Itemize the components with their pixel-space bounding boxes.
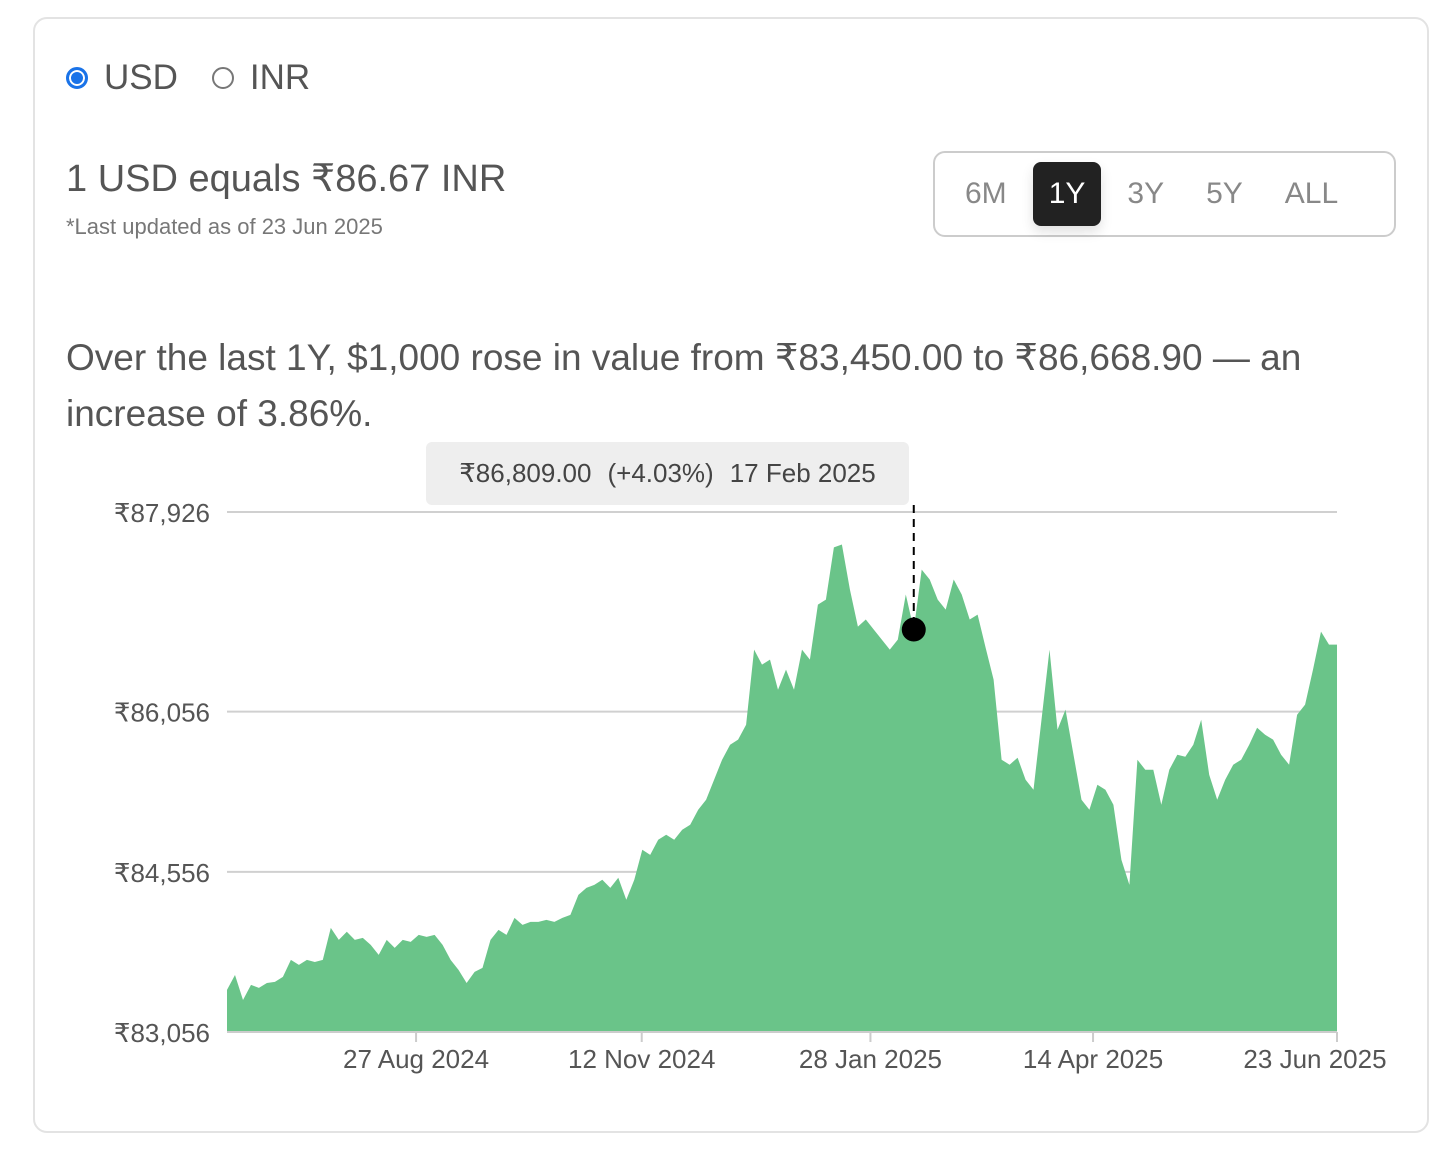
exchange-rate: 1 USD equals ₹86.67 INR (66, 158, 507, 200)
currency-toggle: USD INR (66, 58, 344, 98)
x-tick-label: 28 Jan 2025 (799, 1044, 942, 1074)
y-tick-label: ₹86,056 (114, 698, 210, 728)
area-series (227, 544, 1337, 1032)
hover-point (901, 617, 926, 642)
radio-inr[interactable]: INR (211, 58, 311, 98)
range-1y-button[interactable]: 1Y (1032, 162, 1102, 226)
range-3y-button[interactable]: 3Y (1127, 177, 1165, 210)
radio-inr-label: INR (249, 58, 311, 97)
tooltip-date: 17 Feb 2025 (729, 458, 876, 488)
last-updated: *Last updated as of 23 Jun 2025 (66, 214, 383, 239)
range-selector: 6M 1Y 3Y 5Y ALL (933, 151, 1396, 237)
x-tick-label: 14 Apr 2025 (1023, 1044, 1163, 1074)
range-all-button[interactable]: ALL (1284, 177, 1339, 210)
chart-tooltip: ₹86,809.00 (+4.03%) 17 Feb 2025 (426, 442, 909, 505)
tooltip-value: ₹86,809.00 (459, 458, 592, 488)
range-5y-button[interactable]: 5Y (1206, 177, 1243, 210)
y-tick-label: ₹83,056 (114, 1018, 210, 1048)
currency-card (33, 17, 1429, 1133)
y-tick-label: ₹87,926 (114, 498, 210, 528)
radio-usd-label: USD (104, 58, 178, 97)
radio-selected-icon (66, 67, 88, 89)
summary-text: Over the last 1Y, $1,000 rose in value f… (66, 337, 1302, 434)
range-6m-button[interactable]: 6M (965, 177, 1007, 210)
y-tick-label: ₹84,556 (114, 858, 210, 888)
radio-usd[interactable]: USD (66, 58, 178, 98)
x-tick-label: 23 Jun 2025 (1243, 1044, 1386, 1074)
x-tick-label: 12 Nov 2024 (568, 1044, 715, 1074)
tooltip-change: (+4.03%) (607, 458, 714, 488)
radio-unselected-icon (211, 67, 234, 89)
x-tick-label: 27 Aug 2024 (343, 1044, 489, 1074)
